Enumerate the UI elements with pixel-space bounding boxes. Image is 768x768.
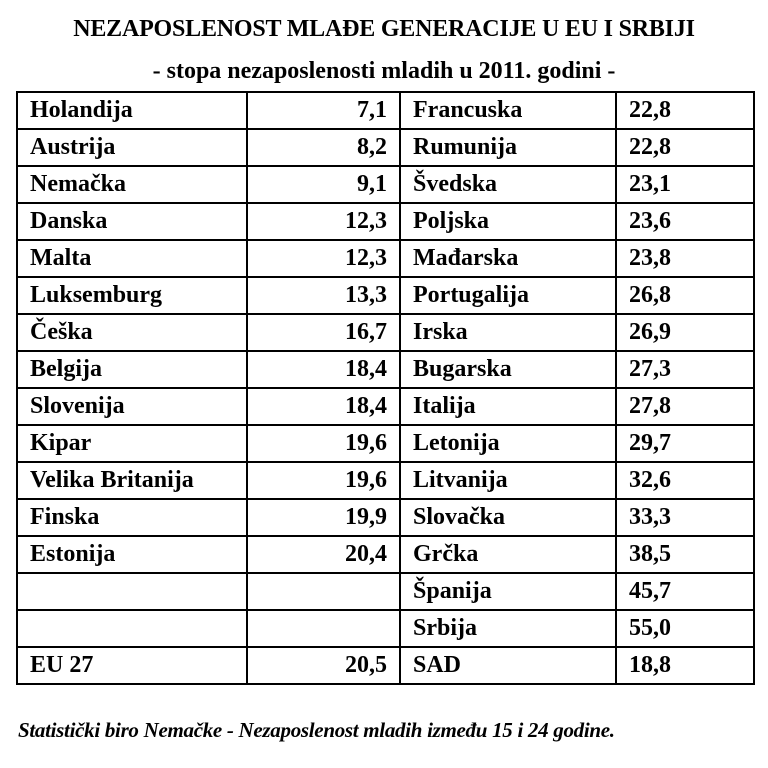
- rate-cell: 29,7: [615, 424, 755, 463]
- rate-cell: 26,8: [615, 276, 755, 315]
- table-row: Malta 12,3 Mađarska 23,8: [16, 239, 755, 278]
- unemployment-table: Holandija 7,1 Francuska 22,8 Austrija 8,2 Rumu…: [16, 91, 755, 685]
- country-cell: Litvanija: [399, 461, 617, 500]
- source-footnote: Statistički biro Nemačke - Nezaposlenost…: [18, 718, 615, 742]
- rate-cell: 19,9: [246, 498, 401, 537]
- country-cell: Francuska: [399, 91, 617, 130]
- rate-cell: 20,5: [246, 646, 401, 685]
- rate-cell: 12,3: [246, 202, 401, 241]
- table-row: EU 27 20,5 SAD 18,8: [16, 646, 755, 685]
- country-cell: Nemačka: [16, 165, 248, 204]
- rate-cell: 55,0: [615, 609, 755, 648]
- unemployment-table-body: Holandija 7,1 Francuska 22,8 Austrija 8,2 Rumu…: [16, 91, 755, 685]
- table-row: Estonija 20,4 Grčka 38,5: [16, 535, 755, 574]
- table-row: Kipar 19,6 Letonija 29,7: [16, 424, 755, 463]
- rate-cell: 9,1: [246, 165, 401, 204]
- country-cell: Kipar: [16, 424, 248, 463]
- rate-cell: 23,8: [615, 239, 755, 278]
- table-row: Finska 19,9 Slovačka 33,3: [16, 498, 755, 537]
- rate-cell: 12,3: [246, 239, 401, 278]
- country-cell: Velika Britanija: [16, 461, 248, 500]
- table-row: Španija 45,7: [16, 572, 755, 611]
- rate-cell: 18,4: [246, 350, 401, 389]
- rate-cell: 22,8: [615, 128, 755, 167]
- country-cell: Švedska: [399, 165, 617, 204]
- country-cell: [16, 572, 248, 611]
- country-cell: Mađarska: [399, 239, 617, 278]
- rate-cell: 19,6: [246, 461, 401, 500]
- country-cell: Portugalija: [399, 276, 617, 315]
- table-row: Slovenija 18,4 Italija 27,8: [16, 387, 755, 426]
- country-cell: Holandija: [16, 91, 248, 130]
- rate-cell: 23,6: [615, 202, 755, 241]
- rate-cell: [246, 572, 401, 611]
- rate-cell: 16,7: [246, 313, 401, 352]
- rate-cell: 8,2: [246, 128, 401, 167]
- rate-cell: 13,3: [246, 276, 401, 315]
- country-cell: Italija: [399, 387, 617, 426]
- table-row: Luksemburg 13,3 Portugalija 26,8: [16, 276, 755, 315]
- rate-cell: 33,3: [615, 498, 755, 537]
- document-subtitle: - stopa nezaposlenosti mladih u 2011. go…: [152, 58, 616, 84]
- country-cell: Bugarska: [399, 350, 617, 389]
- rate-cell: 18,8: [615, 646, 755, 685]
- country-cell: Slovačka: [399, 498, 617, 537]
- table-row: Velika Britanija 19,6 Litvanija 32,6: [16, 461, 755, 500]
- rate-cell: [246, 609, 401, 648]
- document-title: NEZAPOSLENOST MLAĐE GENERACIJE U EU I SR…: [73, 16, 695, 42]
- table-row: Češka 16,7 Irska 26,9: [16, 313, 755, 352]
- rate-cell: 27,8: [615, 387, 755, 426]
- rate-cell: 38,5: [615, 535, 755, 574]
- country-cell: Danska: [16, 202, 248, 241]
- country-cell: Letonija: [399, 424, 617, 463]
- rate-cell: 20,4: [246, 535, 401, 574]
- country-cell: Češka: [16, 313, 248, 352]
- rate-cell: 19,6: [246, 424, 401, 463]
- table-row: Holandija 7,1 Francuska 22,8: [16, 91, 755, 130]
- rate-cell: 23,1: [615, 165, 755, 204]
- country-cell: SAD: [399, 646, 617, 685]
- country-cell: Poljska: [399, 202, 617, 241]
- table-row: Belgija 18,4 Bugarska 27,3: [16, 350, 755, 389]
- country-cell: Malta: [16, 239, 248, 278]
- table-row: Nemačka 9,1 Švedska 23,1: [16, 165, 755, 204]
- country-cell: Finska: [16, 498, 248, 537]
- rate-cell: 27,3: [615, 350, 755, 389]
- country-cell: Belgija: [16, 350, 248, 389]
- rate-cell: 18,4: [246, 387, 401, 426]
- country-cell: Austrija: [16, 128, 248, 167]
- table-row: Austrija 8,2 Rumunija 22,8: [16, 128, 755, 167]
- table-row: Srbija 55,0: [16, 609, 755, 648]
- country-cell: [16, 609, 248, 648]
- rate-cell: 26,9: [615, 313, 755, 352]
- country-cell: Grčka: [399, 535, 617, 574]
- country-cell: Irska: [399, 313, 617, 352]
- rate-cell: 45,7: [615, 572, 755, 611]
- country-cell: Španija: [399, 572, 617, 611]
- country-cell: Luksemburg: [16, 276, 248, 315]
- table-row: Danska 12,3 Poljska 23,6: [16, 202, 755, 241]
- rate-cell: 7,1: [246, 91, 401, 130]
- country-cell: Estonija: [16, 535, 248, 574]
- rate-cell: 32,6: [615, 461, 755, 500]
- country-cell: Slovenija: [16, 387, 248, 426]
- country-cell: Srbija: [399, 609, 617, 648]
- country-cell: EU 27: [16, 646, 248, 685]
- country-cell: Rumunija: [399, 128, 617, 167]
- rate-cell: 22,8: [615, 91, 755, 130]
